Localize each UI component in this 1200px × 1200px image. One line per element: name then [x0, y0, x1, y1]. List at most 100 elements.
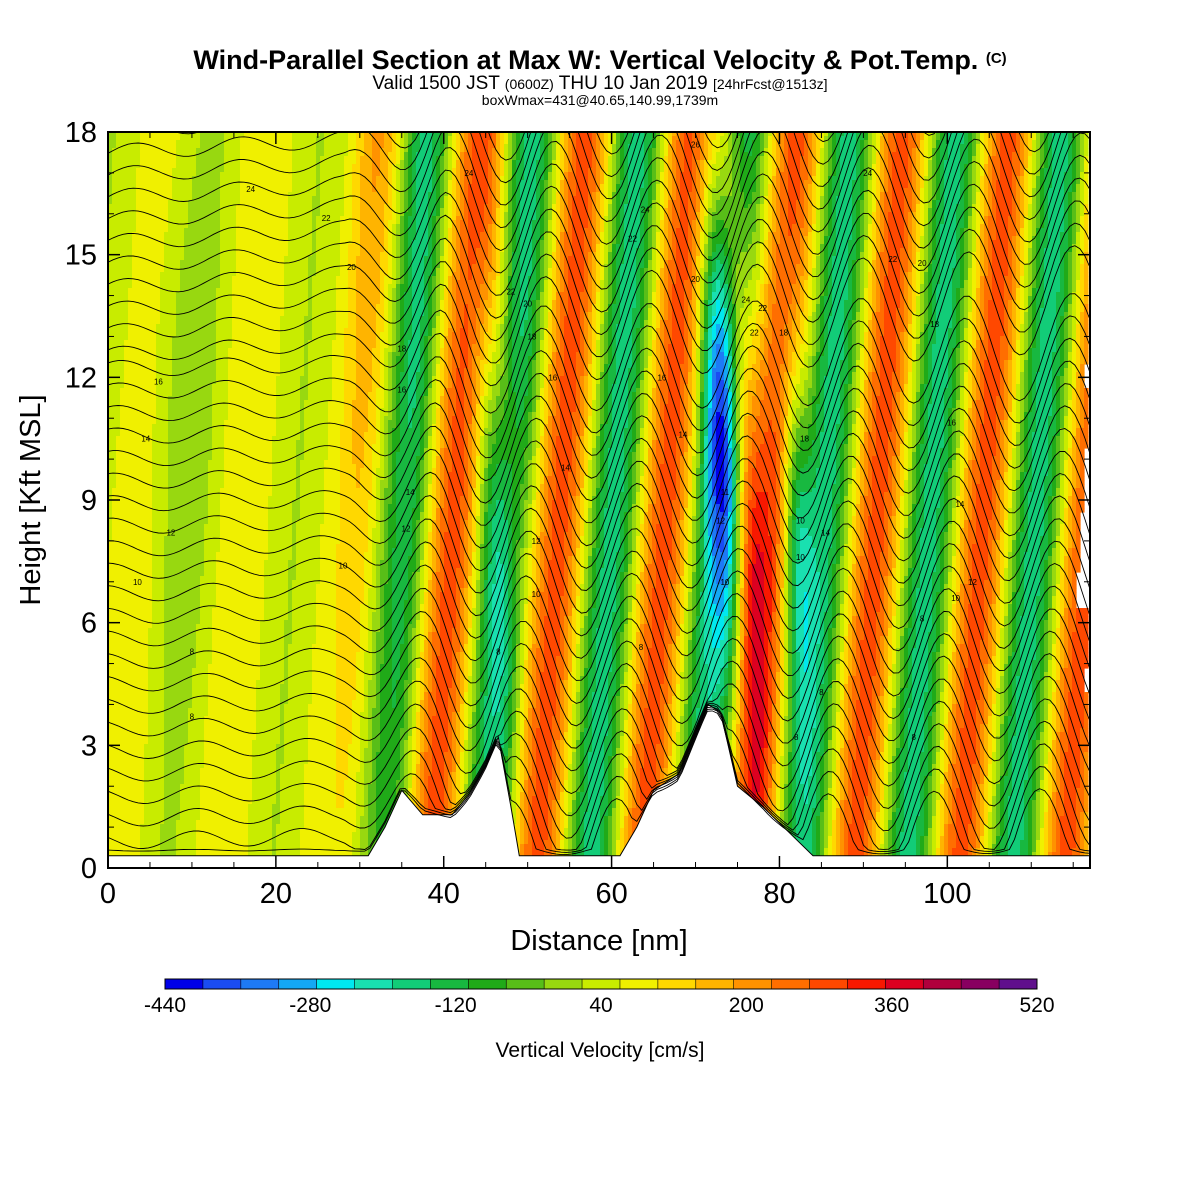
theta-label: 8: [190, 647, 195, 656]
theta-label: 16: [657, 373, 666, 382]
theta-label: 10: [951, 594, 960, 603]
theta-label: 12: [532, 537, 541, 546]
colorbar-tick-label: -280: [289, 994, 331, 1017]
theta-label: 24: [741, 296, 750, 305]
theta-label: 20: [918, 259, 927, 268]
y-tick-label: 6: [81, 608, 97, 640]
theta-label: 20: [691, 275, 700, 284]
theta-label: 10: [796, 516, 805, 525]
colorbar-swatch: [734, 979, 772, 989]
theta-label: 24: [246, 185, 255, 194]
colorbar-tick-label: -120: [435, 994, 477, 1017]
colorbar-swatch: [810, 979, 848, 989]
cross-section-chart: 24 22 20 16 14 12 10 10 8 8 24 18 16 14 12 22 20 18 16 14 12…: [0, 0, 1200, 1200]
theta-label: 24: [863, 169, 872, 178]
theta-label: 8: [190, 713, 195, 722]
colorbar: -440 -280 -120 40 200 360 520: [144, 979, 1055, 1017]
theta-label: 14: [821, 529, 830, 538]
theta-label: 8: [496, 647, 501, 656]
colorbar-swatch: [317, 979, 355, 989]
theta-label: 20: [523, 300, 532, 309]
theta-label: 12: [968, 578, 977, 587]
theta-label: 10: [339, 561, 348, 570]
theta-label: 20: [347, 263, 356, 272]
colorbar-swatch: [772, 979, 810, 989]
colorbar-swatch: [620, 979, 658, 989]
y-tick-label: 15: [65, 240, 97, 272]
x-tick-label: 100: [923, 878, 971, 910]
theta-label: 14: [678, 431, 687, 440]
x-tick-label: 40: [428, 878, 460, 910]
theta-label: 22: [628, 234, 637, 243]
theta-label: 14: [955, 500, 964, 509]
theta-label: 22: [888, 255, 897, 264]
y-tick-label: 12: [65, 362, 97, 394]
theta-label: 10: [796, 553, 805, 562]
theta-label: 22: [322, 214, 331, 223]
theta-label: 24: [641, 206, 650, 215]
theta-label: 18: [527, 332, 536, 341]
y-tick-label: 0: [81, 853, 97, 885]
colorbar-tick-label: 360: [874, 994, 909, 1017]
y-tick-label: 3: [81, 730, 97, 762]
x-tick-label: 0: [100, 878, 116, 910]
theta-label: 12: [166, 529, 175, 538]
colorbar-swatch: [582, 979, 620, 989]
colorbar-swatch: [961, 979, 999, 989]
colorbar-tick-label: 520: [1019, 994, 1054, 1017]
colorbar-swatch: [355, 979, 393, 989]
colorbar-swatch: [885, 979, 923, 989]
theta-label: 16: [947, 418, 956, 427]
colorbar-swatch: [430, 979, 468, 989]
theta-label: 8: [819, 688, 824, 697]
colorbar-swatch: [203, 979, 241, 989]
theta-label: 24: [464, 169, 473, 178]
theta-label: 14: [561, 463, 570, 472]
theta-label: 8: [639, 643, 644, 652]
theta-label: 26: [691, 140, 700, 149]
colorbar-swatch: [165, 979, 203, 989]
theta-label: 11: [721, 488, 730, 497]
colorbar-swatch: [658, 979, 696, 989]
theta-label: 16: [548, 373, 557, 382]
colorbar-swatch: [544, 979, 582, 989]
colorbar-swatch: [392, 979, 430, 989]
colorbar-swatch: [696, 979, 734, 989]
theta-label: 10: [720, 578, 729, 587]
colorbar-swatch: [506, 979, 544, 989]
theta-label: 18: [800, 435, 809, 444]
colorbar-swatch: [468, 979, 506, 989]
theta-label: 16: [154, 377, 163, 386]
theta-label: 18: [779, 328, 788, 337]
x-tick-label: 20: [260, 878, 292, 910]
theta-label: 8: [911, 733, 916, 742]
y-axis-label: Height [Kft MSL]: [15, 394, 47, 605]
colorbar-swatch: [279, 979, 317, 989]
y-tick-label: 18: [65, 117, 97, 149]
theta-label: 10: [532, 590, 541, 599]
colorbar-swatch: [847, 979, 885, 989]
theta-label: 16: [397, 386, 406, 395]
colorbar-swatch: [999, 979, 1037, 989]
colorbar-tick-label: 200: [729, 994, 764, 1017]
colorbar-swatch: [241, 979, 279, 989]
x-tick-label: 80: [763, 878, 795, 910]
theta-label: 12: [402, 525, 411, 534]
colorbar-tick-label: -440: [144, 994, 186, 1017]
theta-label: 14: [406, 488, 415, 497]
x-axis-label: Distance [nm]: [510, 925, 687, 957]
theta-label: 22: [750, 328, 759, 337]
theta-label: 10: [133, 578, 142, 587]
theta-label: 22: [506, 288, 515, 297]
theta-label: 18: [397, 345, 406, 354]
vertical-velocity-field: [108, 132, 1089, 869]
theta-label: 18: [930, 320, 939, 329]
theta-label: 8: [794, 733, 799, 742]
theta-label: 8: [920, 615, 925, 624]
colorbar-label: Vertical Velocity [cm/s]: [496, 1039, 705, 1062]
theta-label: 12: [716, 516, 725, 525]
x-tick-label: 60: [595, 878, 627, 910]
colorbar-swatch: [923, 979, 961, 989]
colorbar-tick-label: 40: [589, 994, 612, 1017]
y-tick-label: 9: [81, 485, 97, 517]
